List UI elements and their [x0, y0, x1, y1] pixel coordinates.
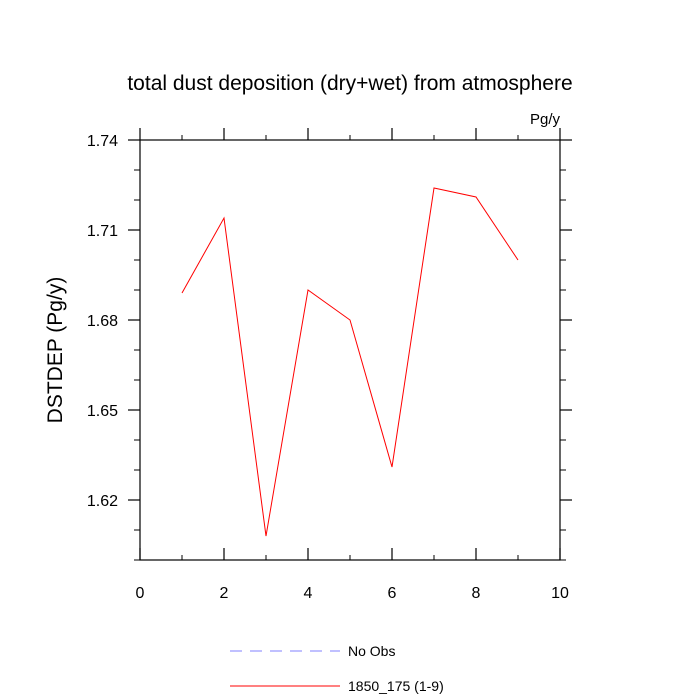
y-axis-label: DSTDEP (Pg/y)	[44, 277, 67, 424]
y-tick-label: 1.62	[87, 493, 118, 510]
series-line	[181, 187, 519, 537]
units-label: Pg/y	[530, 111, 561, 128]
y-tick-label: 1.68	[87, 313, 118, 330]
x-tick-label: 8	[472, 585, 481, 602]
legend-label-no-obs: No Obs	[348, 643, 395, 659]
y-tick-label: 1.74	[87, 133, 118, 150]
y-tick-label: 1.65	[87, 403, 118, 420]
y-tick-label: 1.71	[87, 223, 118, 240]
x-tick-label: 0	[136, 585, 145, 602]
axis-ticks	[128, 128, 572, 561]
x-tick-label: 10	[551, 585, 569, 602]
legend-label-series: 1850_175 (1-9)	[348, 678, 444, 694]
x-tick-label: 4	[304, 585, 313, 602]
x-tick-label: 2	[220, 585, 229, 602]
x-tick-label: 6	[388, 585, 397, 602]
plot-frame	[139, 139, 561, 561]
axis-tick-labels: 0 2 4 6 8 10 1.62 1.65 1.68 1.71 1.74	[87, 133, 569, 602]
chart-title: total dust deposition (dry+wet) from atm…	[127, 72, 572, 95]
data-series	[181, 187, 519, 537]
legend: No Obs 1850_175 (1-9)	[230, 643, 444, 694]
